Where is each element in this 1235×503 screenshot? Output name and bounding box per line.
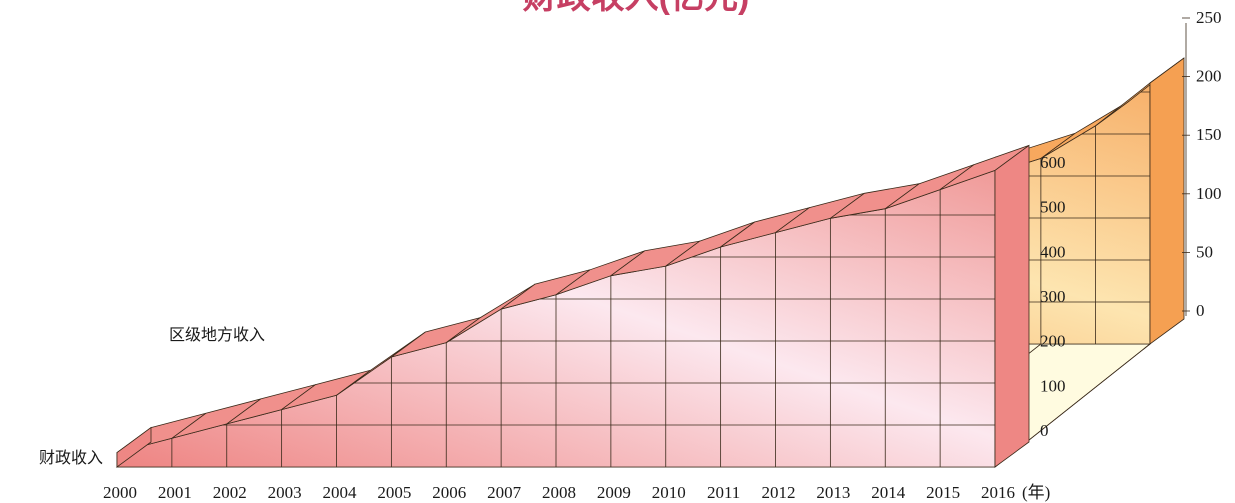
series-front-mask — [117, 0, 995, 453]
right-axis-label: 50 — [1196, 242, 1213, 261]
x-axis-unit: (年) — [1022, 483, 1050, 502]
x-tick-label: 2012 — [762, 483, 796, 502]
series-label-front: 财政收入 — [39, 448, 103, 467]
x-tick-label: 2005 — [377, 483, 411, 502]
right-axis-label: 200 — [1196, 67, 1222, 86]
x-tick-label: 2009 — [597, 483, 631, 502]
chart-title: 财政收入(亿元) — [523, 0, 750, 16]
x-tick-label: 2007 — [487, 483, 522, 502]
x-tick-label: 2002 — [213, 483, 247, 502]
x-tick-label: 2000 — [103, 483, 137, 502]
right-axis-label: 150 — [1196, 125, 1222, 144]
x-tick-label: 2008 — [542, 483, 576, 502]
series-front-end-cap — [994, 144, 1030, 468]
front-axis-label: 300 — [1040, 287, 1066, 306]
x-tick-label: 2016 — [981, 483, 1015, 502]
front-axis-label: 400 — [1040, 242, 1066, 261]
series-back-end-cap — [1149, 57, 1185, 345]
series-front-start-cap — [116, 426, 152, 468]
right-axis-label: 100 — [1196, 184, 1222, 203]
series-label-back: 区级地方收入 — [169, 325, 265, 344]
x-tick-label: 2011 — [707, 483, 740, 502]
right-axis-label: 250 — [1196, 8, 1222, 27]
right-axis-label: 0 — [1196, 301, 1205, 320]
x-tick-label: 2013 — [816, 483, 850, 502]
x-tick-label: 2006 — [432, 483, 466, 502]
x-tick-label: 2014 — [871, 483, 906, 502]
x-tick-label: 2004 — [323, 483, 358, 502]
x-tick-label: 2015 — [926, 483, 960, 502]
x-tick-label: 2010 — [652, 483, 686, 502]
front-axis-label: 500 — [1040, 198, 1066, 217]
front-axis-label: 200 — [1040, 332, 1066, 351]
x-tick-label: 2001 — [158, 483, 192, 502]
front-axis-label: 0 — [1040, 421, 1049, 440]
front-axis-label: 100 — [1040, 376, 1066, 395]
front-axis-label: 600 — [1040, 153, 1066, 172]
series-front-ribbon — [116, 0, 1030, 468]
x-tick-label: 2003 — [268, 483, 302, 502]
